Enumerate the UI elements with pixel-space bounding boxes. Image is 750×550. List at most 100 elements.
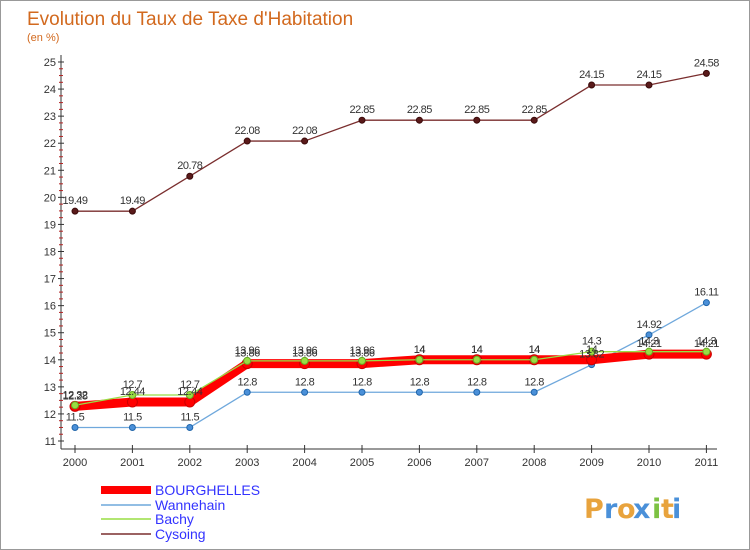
- logo-letter: i: [672, 494, 681, 525]
- data-label: 12.7: [123, 379, 143, 391]
- data-label: 12.28: [62, 390, 87, 402]
- data-label: 12.44: [177, 386, 202, 398]
- data-point: [301, 388, 309, 396]
- x-tick-label: 2008: [522, 457, 546, 469]
- data-label: 13.86: [349, 348, 374, 360]
- data-label: 24.15: [579, 69, 604, 81]
- data-label: 12.8: [352, 376, 372, 388]
- data-point: [645, 81, 653, 89]
- logo-letter: t: [661, 494, 674, 525]
- data-label: 12.8: [410, 376, 430, 388]
- data-label: 14: [414, 344, 426, 356]
- data-label: 14.3: [582, 336, 602, 348]
- data-point: [472, 355, 481, 364]
- series-line: [74, 349, 707, 411]
- y-tick-label: 25: [44, 57, 56, 69]
- y-tick-label: 20: [44, 192, 56, 204]
- data-label: 12.7: [180, 379, 200, 391]
- y-tick-label: 14: [44, 355, 56, 367]
- data-point: [530, 388, 538, 396]
- data-label: 24.15: [636, 69, 661, 81]
- data-label: 14.21: [636, 338, 661, 350]
- data-label: 11.5: [123, 411, 142, 423]
- data-label: 13.96: [235, 345, 260, 357]
- logo-letter: i: [652, 494, 661, 525]
- data-point: [358, 116, 366, 124]
- axes: 11 12 13 14 15 16 17 18 19 20 21 22 23 24 25 2000 2001 20…: [44, 55, 718, 469]
- data-label: 12.8: [524, 376, 544, 388]
- data-label: 14: [529, 344, 541, 356]
- series-cysoing: [71, 69, 710, 215]
- data-label: 13.86: [292, 348, 317, 360]
- data-point: [702, 69, 710, 77]
- data-label: 12.44: [120, 386, 145, 398]
- data-label: 13.82: [579, 349, 604, 361]
- data-label: 14.3: [639, 336, 659, 348]
- x-tick-label: 2000: [63, 457, 87, 469]
- data-label: 14.92: [636, 319, 661, 331]
- data-label: 12.8: [467, 376, 487, 388]
- x-tick-label: 2003: [235, 457, 259, 469]
- logo-letter: x: [633, 494, 650, 525]
- chart-subtitle: (en %): [27, 32, 59, 44]
- y-tick-label: 22: [44, 138, 56, 150]
- data-point: [588, 81, 596, 89]
- x-tick-label: 2002: [178, 457, 202, 469]
- series-bourghelles: [69, 348, 712, 412]
- legend-label: Cysoing: [155, 526, 206, 542]
- data-point: [645, 347, 653, 356]
- data-label: 12.8: [237, 376, 257, 388]
- data-point: [415, 355, 424, 364]
- legend-label: BOURGHELLES: [155, 482, 260, 498]
- x-tick-label: 2011: [695, 457, 719, 469]
- y-tick-label: 21: [44, 165, 56, 177]
- data-label: 11.5: [181, 411, 200, 423]
- data-label: 22.85: [407, 104, 432, 116]
- y-tick-label: 23: [44, 111, 56, 123]
- x-tick-label: 2004: [292, 457, 316, 469]
- data-label: 14: [414, 344, 426, 356]
- data-label: 16.11: [694, 287, 719, 299]
- data-label: 11.5: [66, 411, 85, 423]
- data-label: 24.58: [694, 57, 719, 69]
- data-point: [702, 347, 711, 356]
- legend-label: Wannehain: [155, 497, 225, 513]
- data-label: 14: [529, 344, 541, 356]
- data-label: 13.86: [235, 348, 260, 360]
- x-tick-label: 2006: [407, 457, 431, 469]
- data-point: [530, 116, 538, 124]
- data-point: [243, 388, 251, 396]
- x-tick-label: 2010: [637, 457, 661, 469]
- data-point: [300, 356, 309, 365]
- data-point: [587, 347, 596, 356]
- data-point: [415, 116, 423, 124]
- y-tick-label: 15: [44, 328, 56, 340]
- data-point: [243, 137, 251, 145]
- data-label: 22.08: [235, 125, 260, 137]
- series-line: [75, 72, 707, 212]
- legend-label: Bachy: [155, 511, 194, 527]
- data-label: 14.21: [694, 338, 719, 350]
- series-layer: [69, 69, 712, 431]
- logo-letter: r: [604, 494, 618, 525]
- data-label: 22.85: [464, 104, 489, 116]
- data-point: [473, 116, 481, 124]
- data-point: [128, 390, 137, 399]
- data-label: 13.96: [349, 345, 374, 357]
- data-label: 13.96: [292, 345, 317, 357]
- data-label: 14.3: [697, 336, 717, 348]
- x-tick-label: 2001: [120, 457, 144, 469]
- data-label: 19.49: [120, 195, 145, 207]
- series-bachy: [71, 347, 711, 410]
- x-tick-label: 2009: [579, 457, 603, 469]
- y-tick-label: 16: [44, 301, 56, 313]
- data-label: 14: [471, 344, 483, 356]
- y-tick-label: 13: [44, 382, 56, 394]
- data-point: [71, 423, 79, 431]
- data-label: 22.08: [292, 125, 317, 137]
- data-label: 14: [471, 344, 483, 356]
- data-point: [128, 207, 136, 215]
